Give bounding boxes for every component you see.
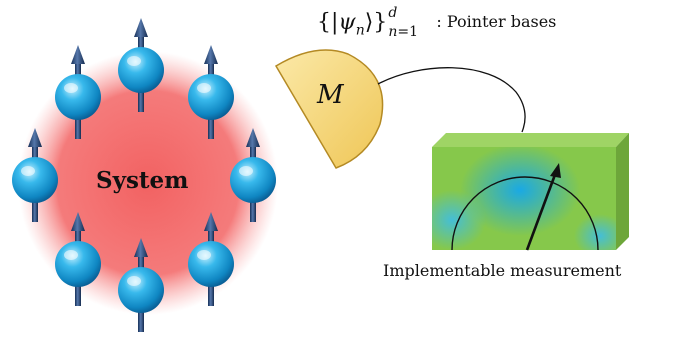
spin-arrow-head [204,45,218,64]
spin-arrow-head [246,128,260,147]
spin-highlight [64,83,78,93]
spin-highlight [197,83,211,93]
spin-highlight [197,250,211,260]
spin [118,238,164,332]
spin [55,45,101,139]
spin-highlight [21,166,35,176]
device-blob [432,190,486,250]
meter-body [274,49,384,169]
spin-arrow-head [71,45,85,64]
spin-ball [55,74,101,120]
spin-highlight [127,276,141,286]
pointer-bases-label: {|ψn⟩} d n=1 : Pointer bases [317,5,557,40]
meter-letter: M [317,80,344,110]
formula-subscript: n=1 [388,24,418,40]
spin-ball [230,157,276,203]
device-blob [574,214,616,250]
spin-ball [12,157,58,203]
psi-symbol: ψ [338,10,356,35]
spin [188,212,234,306]
subscript-variable: n [388,24,398,40]
spin-ball [188,241,234,287]
pointer-bases-formula: {|ψn⟩} [317,10,388,39]
device-blob [460,147,580,236]
spin-arrow-head [204,212,218,231]
device-top-face [432,133,629,147]
pointer-separator: : [436,12,442,31]
spin-highlight [64,250,78,260]
spin-arrow-head [28,128,42,147]
cable [377,67,526,133]
gauge-needle [525,171,558,251]
spin [12,128,58,222]
spin-ball [118,47,164,93]
spin-ball [55,241,101,287]
spin-ball [118,267,164,313]
spin-arrow-head [134,238,148,257]
spin [188,45,234,139]
spin [55,212,101,306]
measurement-label: Implementable measurement [383,261,622,280]
spin [230,128,276,222]
system-label: System [96,167,189,194]
formula-superscript: d [388,5,398,21]
spin-ball [188,74,234,120]
gauge-arc [451,176,599,251]
subscript-rest: =1 [397,24,418,40]
device-side-face [616,133,629,250]
spin-arrow-head [71,212,85,231]
pointer-bases-text: Pointer bases [446,12,557,31]
measurement-device [432,133,629,251]
gauge-needle-head [550,163,561,178]
formula-scripts: d n=1 [387,5,431,40]
spin-group [12,18,276,332]
spin [118,18,164,112]
basis-index: n [355,22,365,39]
spin-highlight [127,56,141,66]
spin-highlight [239,166,253,176]
spin-arrow-head [134,18,148,37]
